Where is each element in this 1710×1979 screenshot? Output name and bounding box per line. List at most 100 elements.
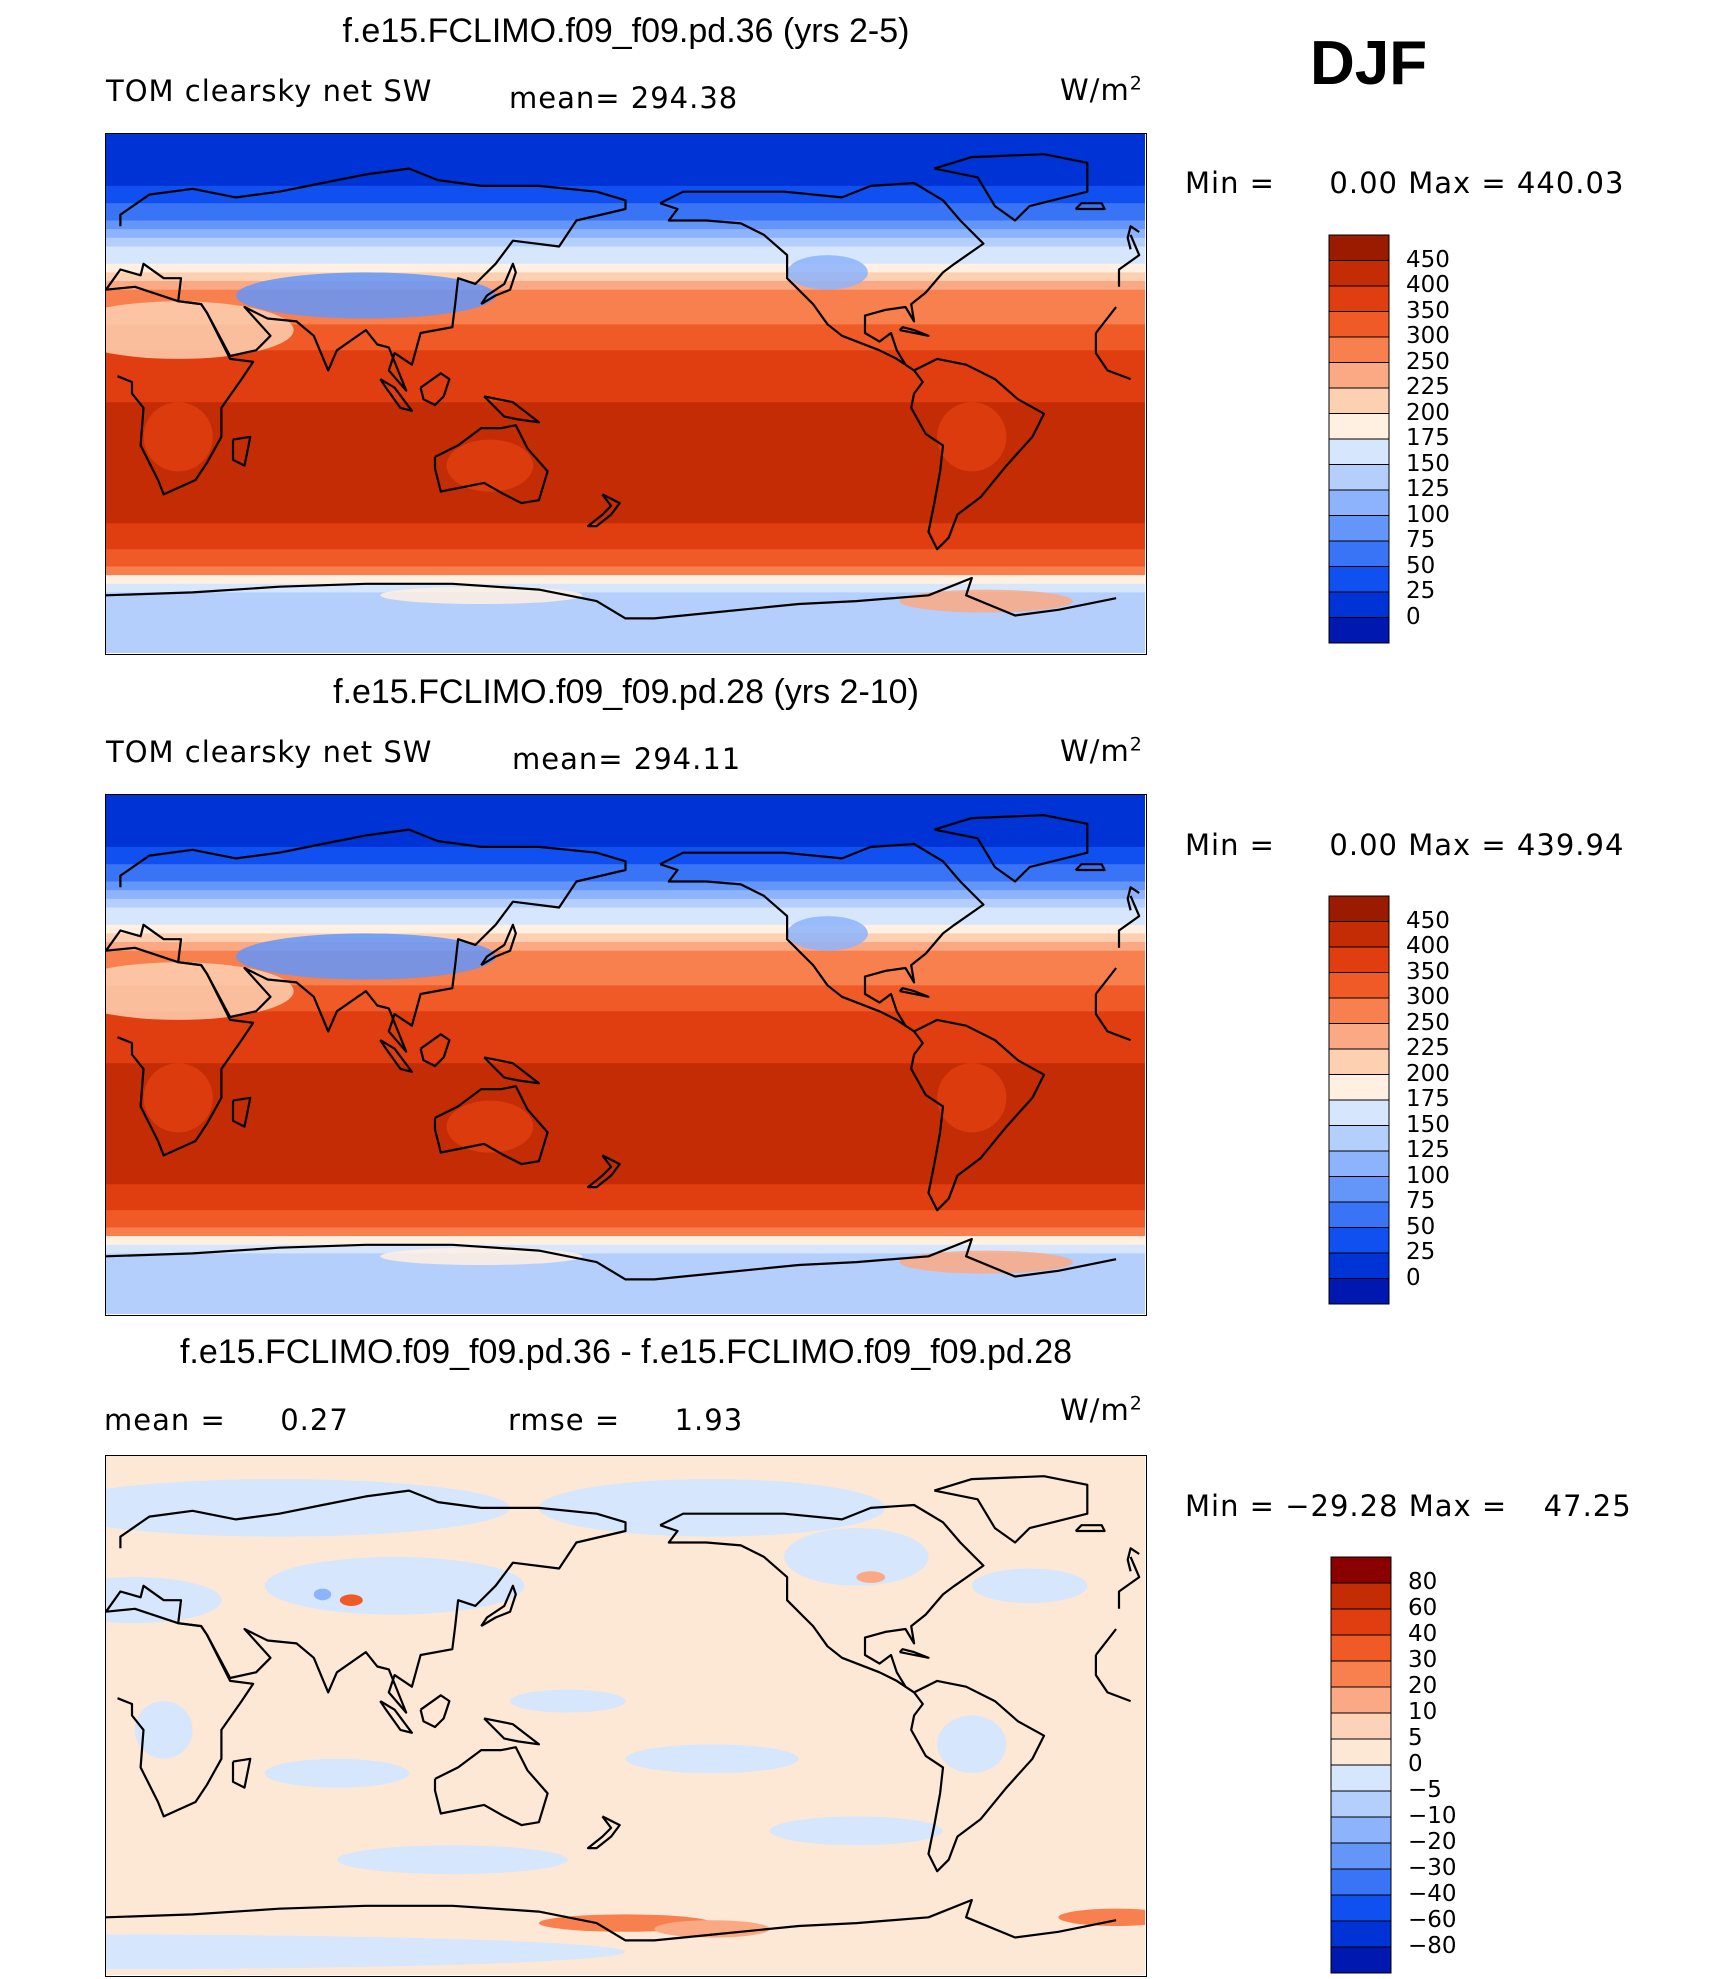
- antarctic-coast-light: [380, 1247, 583, 1265]
- lat-band: [106, 168, 1145, 178]
- lat-band: [106, 350, 1145, 360]
- lat-band: [106, 1071, 1145, 1082]
- lat-band: [106, 445, 1145, 455]
- lat-band: [106, 1201, 1145, 1211]
- lat-band: [106, 795, 1145, 805]
- lat-band: [106, 307, 1145, 317]
- antarctic-coast-light: [380, 586, 583, 604]
- coastline-island-new-zealand: [586, 1815, 621, 1850]
- colorbar-tick-label: 125: [1406, 476, 1450, 502]
- lat-band: [106, 846, 1145, 857]
- lat-band: [106, 324, 1145, 334]
- lat-band: [106, 505, 1145, 516]
- colorbar-box: [1328, 464, 1390, 491]
- lat-band: [106, 635, 1145, 645]
- shaded-field: [106, 134, 1145, 653]
- coastline-continent-south-america: [910, 1018, 1046, 1212]
- colorbar-tick-label: 200: [1406, 1060, 1450, 1087]
- anomaly-region: [313, 1588, 332, 1601]
- coastline-island-sumatra: [379, 378, 413, 412]
- colorbar: 450 400 350 300 250 225 200 175 150 125 100 75 50 25 0: [1328, 234, 1528, 644]
- colorbar-box: [1328, 362, 1390, 389]
- coastline-island-borneo: [419, 372, 451, 407]
- colorbar-tick-label: −80: [1408, 1933, 1457, 1959]
- coastline-continent-africa: [1094, 333, 1131, 381]
- min-label: Min =: [1185, 166, 1275, 200]
- lat-band: [106, 803, 1145, 813]
- region-minus-5-to-0: [538, 1479, 886, 1537]
- lat-band: [106, 1244, 1145, 1255]
- lat-band: [106, 1063, 1145, 1073]
- southern-africa-region: [143, 1063, 213, 1133]
- anomaly-region: [856, 1571, 886, 1583]
- lat-band: [106, 1218, 1145, 1229]
- tibet-low-region: [235, 272, 496, 319]
- colorbar-box: [1330, 1946, 1392, 1974]
- coastline-continent-eurasia: [106, 167, 627, 392]
- coastline-island-madagascar: [231, 435, 252, 467]
- colorbar-tick-label: 150: [1406, 1111, 1450, 1138]
- lat-band: [106, 246, 1145, 256]
- lat-band: [106, 358, 1145, 369]
- lat-band: [106, 881, 1145, 891]
- southern-africa-region: [143, 402, 213, 472]
- shaded-field: [106, 1456, 1145, 1975]
- lat-band: [106, 393, 1145, 403]
- lat-band: [106, 968, 1145, 978]
- variable-label: TOM clearsky net SW: [106, 74, 433, 108]
- colorbar-box: [1328, 997, 1390, 1024]
- coastline-continent-north-america: [659, 1503, 985, 1694]
- coastline-island-iceland: [1074, 1524, 1106, 1533]
- lat-band: [106, 333, 1145, 343]
- colorbar-box: [1328, 540, 1390, 567]
- colorbar-box: [1330, 1608, 1392, 1636]
- lat-band: [106, 341, 1145, 351]
- lat-band: [106, 907, 1145, 917]
- min-max-readout: Min = −29.28 Max = 47.25: [1185, 1489, 1632, 1523]
- colorbar-tick-label: −20: [1408, 1829, 1457, 1855]
- lat-band: [106, 1123, 1145, 1133]
- colorbar-tick-label: 350: [1406, 297, 1450, 324]
- season-label: DJF: [1310, 29, 1428, 98]
- lat-band: [106, 1089, 1145, 1099]
- min-max-readout: Min = 0.00 Max = 439.94: [1185, 828, 1624, 862]
- coastline-continent-eurasia: [106, 828, 627, 1053]
- lat-band: [106, 1236, 1145, 1246]
- colorbar-tick-label: 25: [1406, 1239, 1436, 1265]
- colorbar-box: [1328, 1048, 1390, 1075]
- lat-band: [106, 402, 1145, 412]
- max-value: 439.94: [1516, 828, 1625, 862]
- sahara-bright-region: [106, 301, 294, 359]
- lat-band: [106, 531, 1145, 542]
- coastlines: [106, 153, 1141, 620]
- units-superscript: 2: [1129, 733, 1143, 756]
- lat-band: [106, 583, 1145, 594]
- lat-band: [106, 942, 1145, 952]
- lat-band: [106, 959, 1145, 969]
- colorbar-box: [1330, 1920, 1392, 1948]
- coastline-continent-antarctica: [106, 576, 1117, 620]
- lat-band: [106, 898, 1145, 909]
- lat-band: [106, 1288, 1145, 1298]
- lat-band: [106, 609, 1145, 620]
- colorbar-box: [1330, 1582, 1392, 1610]
- lat-band: [106, 1166, 1145, 1177]
- colorbar-swatches: [1330, 1556, 1392, 1974]
- australia-region: [446, 1100, 534, 1153]
- colorbar-tick-label: 50: [1406, 1213, 1436, 1240]
- coastline-continent-south-america: [910, 1679, 1046, 1873]
- lat-band: [106, 1253, 1145, 1263]
- lat-band: [106, 185, 1145, 196]
- coastline-island-new-guinea: [483, 1717, 540, 1746]
- antarctic-coast-warm: [899, 589, 1073, 613]
- colorbar-tick-label: −30: [1408, 1855, 1457, 1881]
- colorbar-box: [1328, 1227, 1390, 1254]
- mean-label: mean= 294.11: [512, 742, 742, 776]
- region-minus-5-to-0: [510, 1689, 626, 1713]
- colorbar-tick-label: 50: [1406, 552, 1436, 579]
- rmse-label: rmse =: [508, 1403, 621, 1437]
- colorbar-tick-label: 175: [1406, 1086, 1450, 1112]
- colorbar-box: [1330, 1816, 1392, 1844]
- lat-band: [106, 376, 1145, 386]
- lat-band: [106, 1262, 1145, 1272]
